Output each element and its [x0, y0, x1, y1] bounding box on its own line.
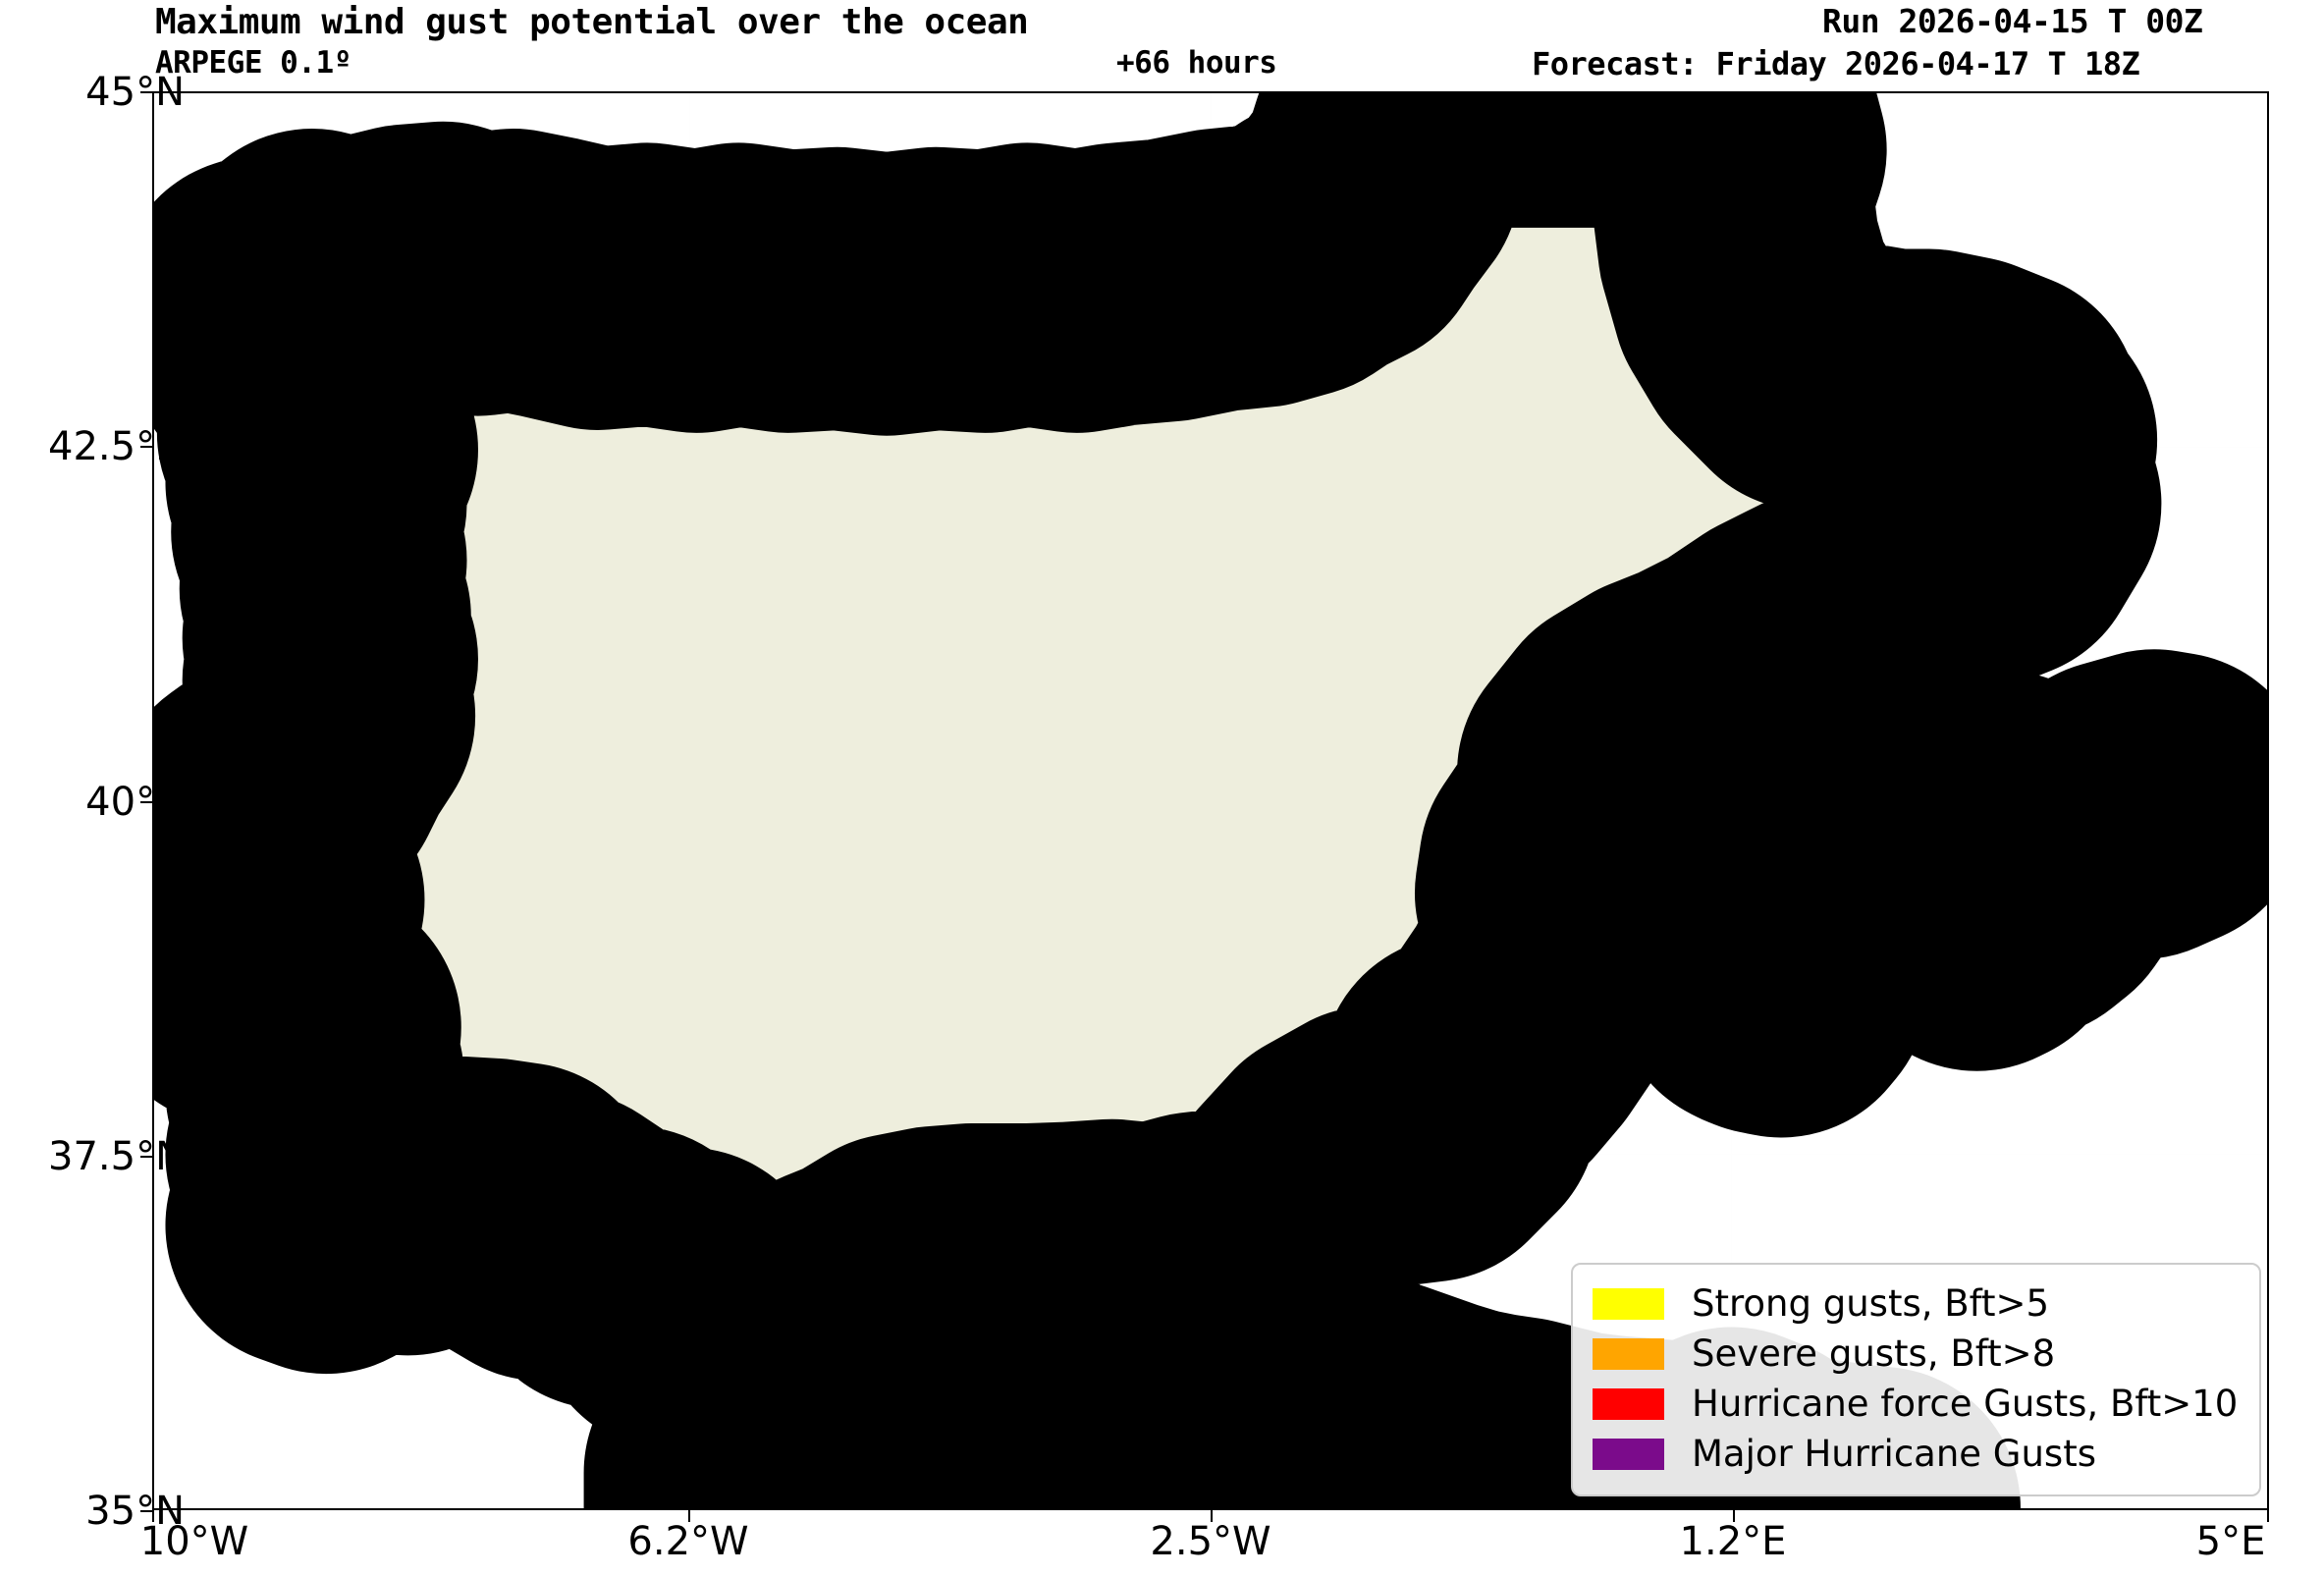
formentera-island — [1613, 840, 1929, 1138]
xtick-mark — [1733, 1510, 1735, 1522]
xtick-label-5e: 5°E — [2195, 1519, 2266, 1564]
ytick-mark — [140, 91, 152, 93]
lead-time-label: +66 hours — [1116, 45, 1277, 81]
ytick-mark — [140, 1510, 152, 1512]
legend-label-strong-gusts: Strong gusts, Bft>5 — [1692, 1282, 2050, 1325]
ytick-label-40n: 40°N — [85, 780, 185, 825]
legend-label-major-hurricane-gusts: Major Hurricane Gusts — [1692, 1433, 2096, 1475]
xtick-mark — [2267, 1510, 2269, 1522]
xtick-mark — [152, 1510, 154, 1522]
legend-swatch-strong-gusts — [1593, 1287, 1664, 1320]
ytick-label-45n: 45°N — [85, 70, 185, 115]
ytick-mark — [140, 801, 152, 803]
map-plot-area — [152, 91, 2269, 1510]
berlengas-islet — [154, 738, 367, 1026]
ytick-mark — [140, 1156, 152, 1158]
iberian-peninsula-landmass — [154, 93, 2162, 1504]
legend-swatch-hurricane-force-gusts — [1593, 1387, 1664, 1420]
legend-swatch-major-hurricane-gusts — [1593, 1438, 1664, 1470]
ria-de-arousa-inlet — [156, 288, 461, 582]
legend-swatch-severe-gusts — [1593, 1337, 1664, 1370]
ytick-label-35n: 35°N — [85, 1489, 185, 1534]
xtick-label-2p5w: 2.5°W — [1150, 1519, 1271, 1564]
legend-label-severe-gusts: Severe gusts, Bft>8 — [1692, 1332, 2056, 1375]
ytick-label-42p5n: 42.5°N — [48, 424, 185, 469]
xtick-label-1p2e: 1.2°E — [1679, 1519, 1787, 1564]
figure-title: Maximum wind gust potential over the oce… — [155, 2, 1029, 42]
xtick-label-6p2w: 6.2°W — [627, 1519, 749, 1564]
legend-item-hurricane-force-gusts: Hurricane force Gusts, Bft>10 — [1593, 1379, 2242, 1429]
cabrera-island — [1830, 778, 2127, 1071]
forecast-valid-label: Forecast: Friday 2026-04-17 T 18Z — [1532, 45, 2140, 82]
legend-item-strong-gusts: Strong gusts, Bft>5 — [1593, 1278, 2242, 1329]
ceuta-headland — [672, 1232, 969, 1508]
ytick-label-37p5n: 37.5°N — [48, 1134, 185, 1179]
legend-label-hurricane-force-gusts: Hurricane force Gusts, Bft>10 — [1692, 1383, 2239, 1425]
alboran-islet — [995, 1230, 1280, 1508]
legend-item-major-hurricane-gusts: Major Hurricane Gusts — [1593, 1429, 2242, 1479]
ytick-mark — [140, 446, 152, 448]
xtick-mark — [688, 1510, 690, 1522]
gust-severity-legend: Strong gusts, Bft>5 Severe gusts, Bft>8 … — [1571, 1263, 2261, 1496]
menorca-island — [1960, 649, 2267, 962]
model-label: ARPEGE 0.1º — [155, 45, 351, 81]
run-timestamp-label: Run 2026-04-15 T 00Z — [1822, 2, 2203, 40]
xtick-label-10w: 10°W — [139, 1519, 249, 1564]
legend-item-severe-gusts: Severe gusts, Bft>8 — [1593, 1329, 2242, 1379]
xtick-mark — [1211, 1510, 1213, 1522]
